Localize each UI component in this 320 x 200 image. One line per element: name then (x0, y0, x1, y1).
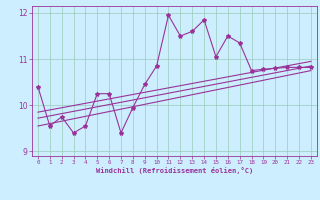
X-axis label: Windchill (Refroidissement éolien,°C): Windchill (Refroidissement éolien,°C) (96, 167, 253, 174)
